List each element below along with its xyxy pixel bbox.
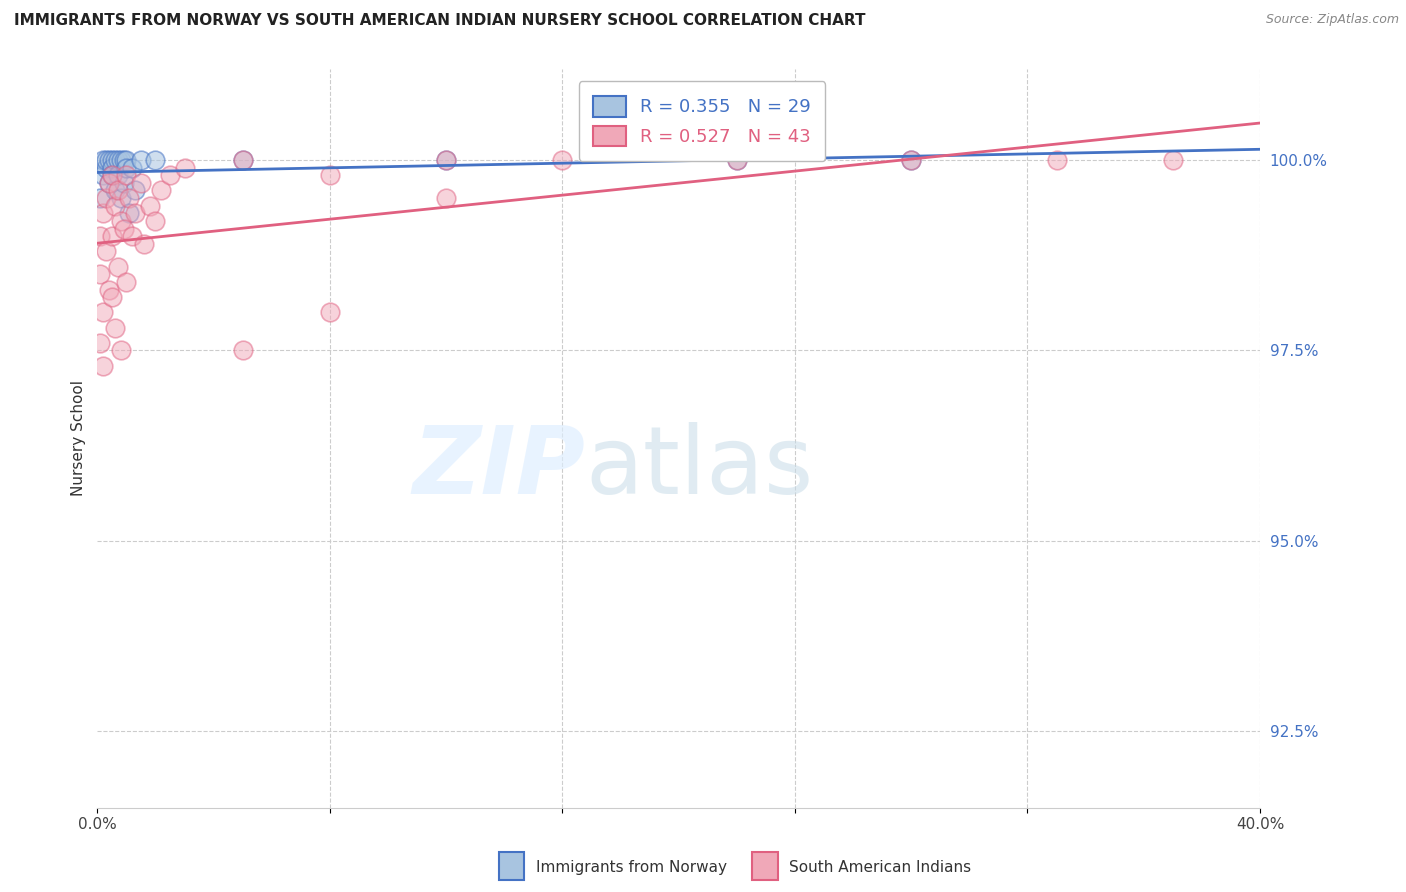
Text: Source: ZipAtlas.com: Source: ZipAtlas.com <box>1265 13 1399 27</box>
Point <box>98 176 121 190</box>
Point <box>121 229 143 244</box>
Point <box>110 191 132 205</box>
Point <box>89 229 111 244</box>
Point <box>101 161 124 175</box>
Point <box>159 168 181 182</box>
Text: South American Indians: South American Indians <box>789 860 972 874</box>
Point <box>232 153 254 167</box>
Point <box>112 221 135 235</box>
Point <box>434 153 457 167</box>
Point <box>551 153 574 167</box>
Point <box>115 275 138 289</box>
Point <box>319 168 342 182</box>
Point <box>107 260 129 274</box>
Point <box>104 184 127 198</box>
Point <box>107 184 129 198</box>
Point <box>115 153 138 167</box>
Point <box>124 206 146 220</box>
Point <box>124 184 146 198</box>
Text: ZIP: ZIP <box>413 422 586 514</box>
Point <box>900 153 922 167</box>
Point <box>121 161 143 175</box>
Legend: R = 0.355   N = 29, R = 0.527   N = 43: R = 0.355 N = 29, R = 0.527 N = 43 <box>579 81 825 161</box>
Point <box>434 153 457 167</box>
Point <box>101 290 124 304</box>
Point <box>150 184 173 198</box>
Point <box>94 161 117 175</box>
Point <box>89 191 111 205</box>
Point <box>91 206 114 220</box>
Point <box>101 229 124 244</box>
Point <box>138 199 160 213</box>
Point <box>101 153 124 167</box>
Point <box>232 343 254 358</box>
Point <box>725 153 748 167</box>
Point <box>118 191 141 205</box>
Text: IMMIGRANTS FROM NORWAY VS SOUTH AMERICAN INDIAN NURSERY SCHOOL CORRELATION CHART: IMMIGRANTS FROM NORWAY VS SOUTH AMERICAN… <box>14 13 866 29</box>
Point <box>110 214 132 228</box>
Point <box>101 168 124 182</box>
Text: Immigrants from Norway: Immigrants from Norway <box>536 860 727 874</box>
Point <box>129 176 152 190</box>
Y-axis label: Nursery School: Nursery School <box>72 380 86 496</box>
Point <box>89 335 111 350</box>
Point <box>104 199 127 213</box>
Point <box>104 320 127 334</box>
Point <box>110 153 132 167</box>
Point <box>319 305 342 319</box>
Point <box>91 168 114 182</box>
Point <box>98 176 121 190</box>
Point <box>232 153 254 167</box>
Point <box>94 153 117 167</box>
Point <box>132 236 155 251</box>
Point <box>118 206 141 220</box>
Text: atlas: atlas <box>586 422 814 514</box>
Point <box>94 244 117 259</box>
Point <box>145 214 167 228</box>
Point <box>89 267 111 281</box>
Point <box>91 305 114 319</box>
Point <box>112 153 135 167</box>
Point <box>98 153 121 167</box>
Point <box>115 161 138 175</box>
Point <box>110 343 132 358</box>
Point <box>94 191 117 205</box>
Point <box>107 168 129 182</box>
Point <box>101 168 124 182</box>
Point <box>900 153 922 167</box>
Point <box>115 168 138 182</box>
Point <box>129 153 152 167</box>
Point <box>112 176 135 190</box>
Point <box>91 359 114 373</box>
Point <box>145 153 167 167</box>
Point <box>91 153 114 167</box>
Point <box>173 161 195 175</box>
Point <box>1161 153 1184 167</box>
Point <box>104 153 127 167</box>
Point <box>98 283 121 297</box>
Point <box>1045 153 1067 167</box>
Point <box>434 191 457 205</box>
Point <box>107 153 129 167</box>
Point <box>725 153 748 167</box>
